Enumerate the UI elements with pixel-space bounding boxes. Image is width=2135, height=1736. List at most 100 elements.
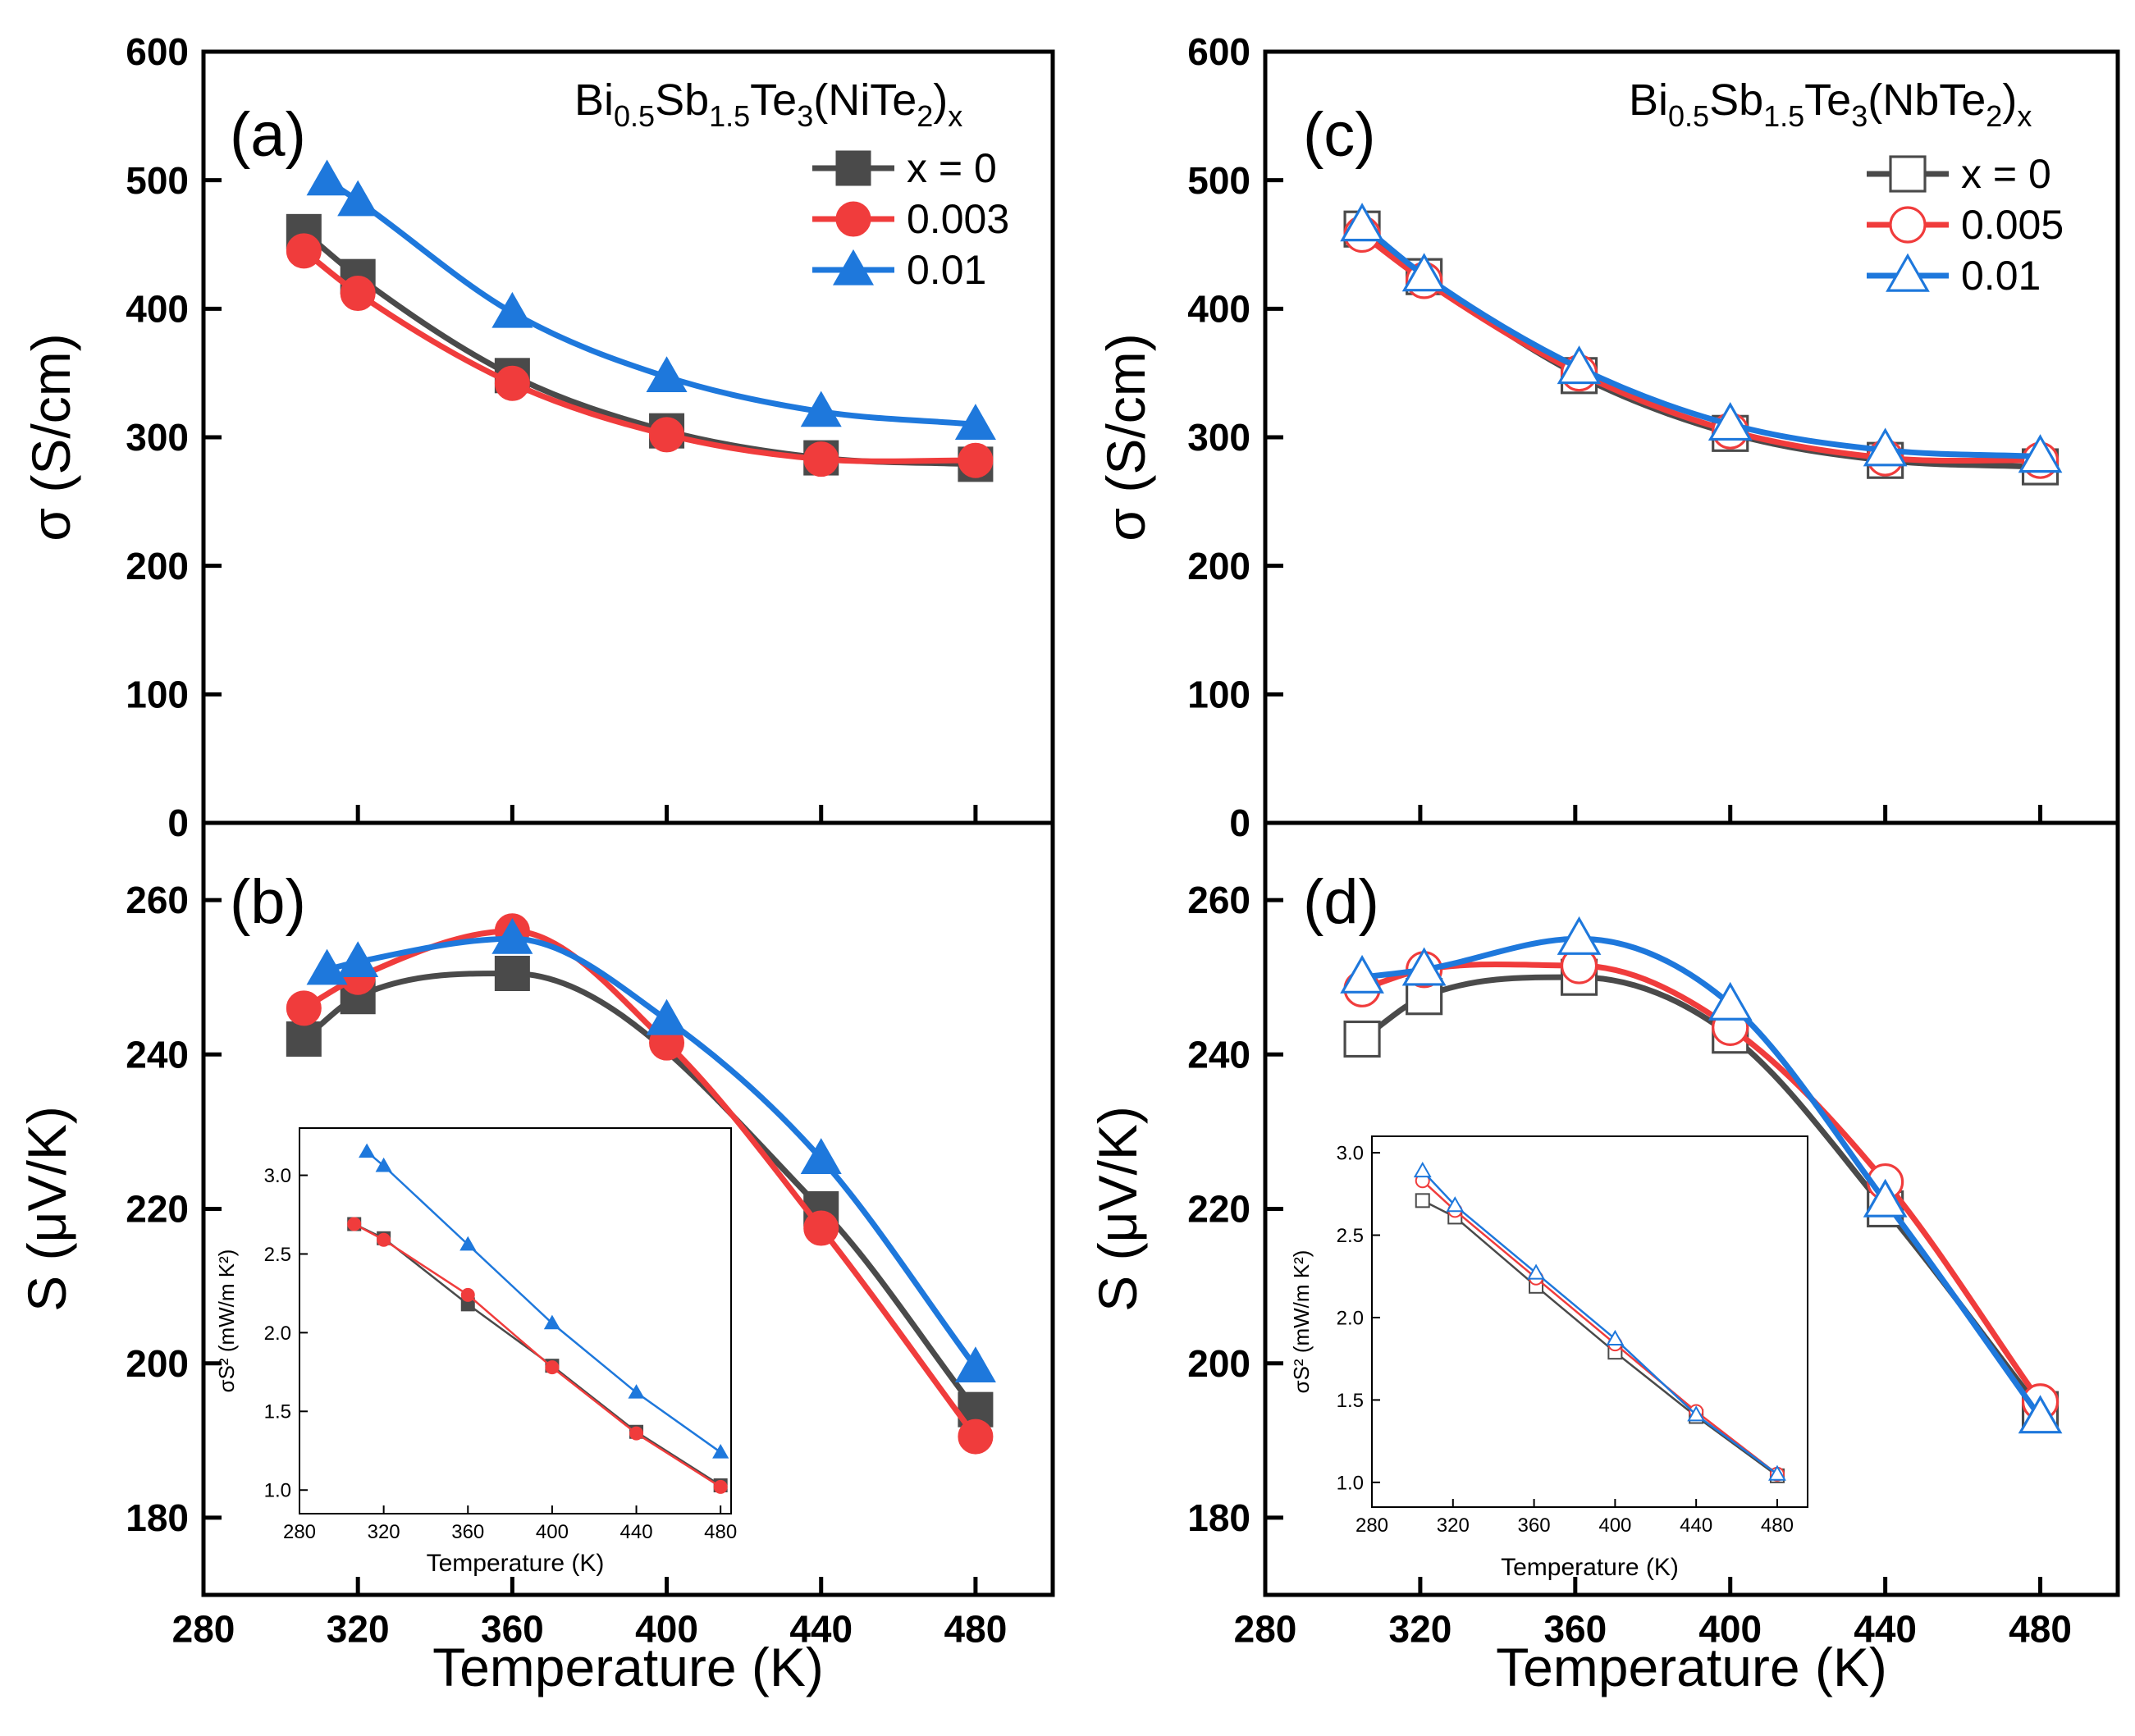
series-line xyxy=(326,935,978,1369)
axes-frame xyxy=(299,1127,732,1514)
series-black xyxy=(286,213,994,482)
y-tick-label: 0 xyxy=(167,802,189,844)
data-point xyxy=(800,391,842,427)
data-point xyxy=(1708,981,1753,1021)
inset-background xyxy=(299,1128,731,1514)
data-point xyxy=(1343,1020,1381,1058)
data-point xyxy=(337,941,379,977)
data-point xyxy=(1415,1193,1430,1208)
legend-title-text: Bi xyxy=(1629,75,1668,125)
y-tick-label: 3.0 xyxy=(264,1165,291,1187)
x-axis-label: Temperature (K) xyxy=(427,1550,605,1577)
legend-title-subscript: 2 xyxy=(917,99,933,133)
legend-entry: 0.01 xyxy=(812,247,986,293)
legend-title-text: Te xyxy=(1804,75,1851,125)
x-axis-label: Temperature (K) xyxy=(1496,1637,1887,1697)
legend-title-subscript: 2 xyxy=(1986,99,2002,133)
legend-label: x = 0 xyxy=(907,145,997,191)
x-tick-label: 320 xyxy=(368,1521,400,1543)
data-point xyxy=(1708,402,1753,441)
y-tick-label: 300 xyxy=(126,416,189,459)
series-red xyxy=(347,1217,728,1494)
y-tick-label: 400 xyxy=(1187,287,1250,330)
panel-label: (a) xyxy=(230,100,306,170)
data-point xyxy=(629,1426,644,1441)
legend-entry: 0.01 xyxy=(1867,253,2041,299)
data-point xyxy=(1340,203,1384,242)
data-point xyxy=(494,955,530,991)
data-point xyxy=(1446,1196,1465,1213)
y-tick-label: 300 xyxy=(1187,416,1250,459)
series-line xyxy=(1421,1170,1778,1475)
x-tick-label: 480 xyxy=(944,1608,1008,1651)
panel-c: 0 100 200 300 400 500 600 σ (S/cm) (c) xyxy=(1095,30,2120,844)
x-tick-label: 280 xyxy=(1234,1608,1297,1651)
x-tick-label: 360 xyxy=(481,1608,544,1651)
y-tick-label: 200 xyxy=(1187,545,1250,587)
axes-frame xyxy=(201,820,1055,1597)
x-tick-label: 280 xyxy=(1356,1514,1388,1537)
legend-marker xyxy=(1889,206,1927,244)
legend-title: Bi0.5Sb1.5Te3(NiTe2)x xyxy=(574,75,962,133)
series-black xyxy=(1343,210,2060,486)
y-tick-label: 500 xyxy=(1187,159,1250,202)
data-point xyxy=(1340,954,1384,994)
legend-title-subscript: 0.5 xyxy=(1668,99,1709,133)
data-point xyxy=(1401,253,1447,292)
y-tick-label: 1.5 xyxy=(1337,1390,1364,1412)
y-tick-label: 400 xyxy=(126,287,189,330)
legend-c: Bi0.5Sb1.5Te3(NbTe2)x x = 0 0.005 0.01 xyxy=(1629,75,2064,299)
y-tick-label: 2.0 xyxy=(1337,1307,1364,1329)
legend-title-subscript: 3 xyxy=(1851,99,1868,133)
panel-a: 0 100 200 300 400 500 600 σ (S/cm) (a) xyxy=(21,30,1055,844)
plot-area xyxy=(286,913,996,1455)
legend-title: Bi0.5Sb1.5Te3(NbTe2)x xyxy=(1629,75,2032,133)
legend-title-text: Bi xyxy=(574,75,614,125)
legend-title-text: (NbTe xyxy=(1868,75,1986,125)
y-axis-label: σ (S/cm) xyxy=(21,333,81,541)
legend-entry: 0.005 xyxy=(1867,202,2064,248)
axes-frame xyxy=(1371,1135,1808,1508)
series-line xyxy=(1360,226,2041,470)
legend-label: x = 0 xyxy=(1961,151,2051,197)
x-tick-label: 440 xyxy=(1680,1514,1712,1537)
data-point xyxy=(649,417,685,453)
data-point xyxy=(1557,916,1602,955)
legend-marker xyxy=(1889,155,1927,193)
y-tick-label: 180 xyxy=(1187,1496,1250,1539)
legend-title-subscript: x xyxy=(2017,99,2032,133)
y-tick-label: 1.0 xyxy=(1337,1472,1364,1494)
data-point xyxy=(491,291,533,328)
series-line xyxy=(302,928,978,1439)
data-point xyxy=(377,1232,391,1247)
series-blue xyxy=(306,917,996,1383)
panel-d_inset: 1.0 1.5 2.0 2.5 3.0 280 320 360 400 440 480 σS² (mW… xyxy=(1289,1135,1808,1581)
legend-entry: x = 0 xyxy=(1867,151,2051,197)
panel-label: (b) xyxy=(230,867,306,937)
data-point xyxy=(958,442,994,478)
data-point xyxy=(306,159,348,196)
y-axis-label: σS² (mW/m K²) xyxy=(214,1249,239,1393)
axes-frame xyxy=(1263,820,2120,1597)
y-axis-label: σ (S/cm) xyxy=(1095,333,1156,541)
series-red xyxy=(286,233,994,478)
data-point xyxy=(1863,1178,1908,1217)
y-tick-label: 2.0 xyxy=(264,1323,291,1345)
y-tick-label: 100 xyxy=(126,673,189,715)
data-point xyxy=(286,1021,322,1057)
legend-entry: 0.003 xyxy=(812,196,1009,242)
legend-marker xyxy=(835,150,871,186)
plot-area xyxy=(1413,1161,1786,1483)
x-tick-label: 400 xyxy=(635,1608,698,1651)
data-point xyxy=(375,1157,392,1172)
y-tick-label: 2.5 xyxy=(264,1244,291,1266)
y-tick-label: 220 xyxy=(1187,1188,1250,1231)
series-blue xyxy=(1340,916,2063,1434)
legend-title-text: ) xyxy=(2002,75,2017,125)
x-tick-label: 360 xyxy=(1543,1608,1607,1651)
series-blue xyxy=(306,159,996,440)
y-tick-label: 200 xyxy=(126,545,189,587)
data-point xyxy=(2018,1395,2063,1434)
data-point xyxy=(803,1210,839,1246)
data-point xyxy=(543,1314,560,1330)
